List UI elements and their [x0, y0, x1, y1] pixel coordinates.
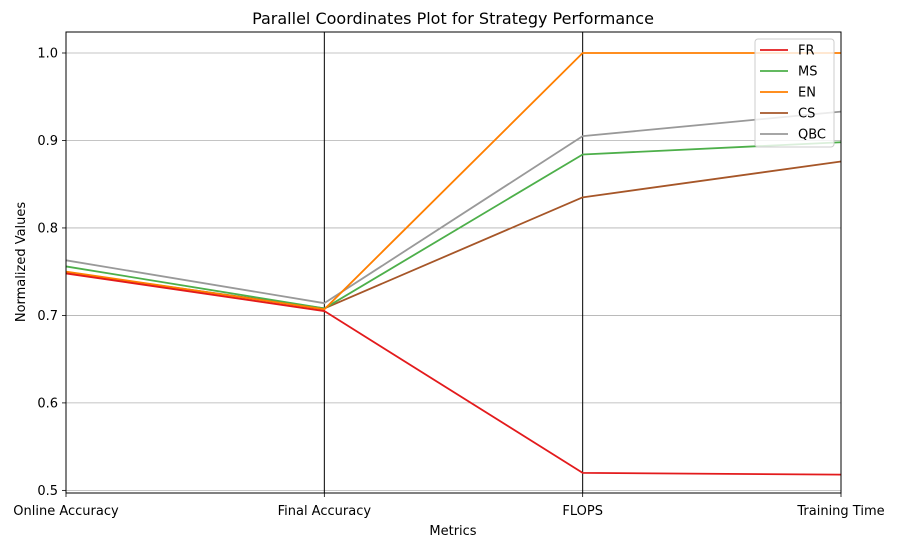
- x-axis-title: Metrics: [429, 524, 476, 539]
- legend: FR MS EN CS QBC: [754, 38, 835, 148]
- y-tick-label: 0.5: [37, 484, 58, 499]
- series-line-ms: [65, 141, 842, 310]
- y-tick-label: 0.6: [37, 396, 58, 411]
- series-line-en: [65, 52, 841, 311]
- legend-label: MS: [798, 65, 817, 80]
- y-tick-label: 0.7: [37, 309, 58, 324]
- x-tick-label: Online Accuracy: [13, 504, 119, 519]
- series-line-fr: [65, 272, 842, 476]
- y-tick-label: 0.8: [37, 221, 58, 236]
- grid-lines: [66, 52, 841, 491]
- x-tick-label: Final Accuracy: [278, 504, 372, 519]
- x-tick-label: Training Time: [796, 504, 884, 519]
- y-tick-label: 0.9: [37, 134, 58, 149]
- legend-label: FR: [798, 44, 815, 59]
- x-tick-label: FLOPS: [562, 504, 603, 519]
- plot-background: [66, 32, 841, 493]
- y-tick-label: 1.0: [37, 46, 58, 61]
- legend-label: CS: [798, 107, 815, 122]
- plot-frame: [65, 31, 842, 494]
- legend-label: EN: [798, 86, 816, 101]
- y-ticks: 0.5 0.6 0.7 0.8 0.9 1.0: [37, 46, 66, 499]
- legend-box: [754, 38, 835, 148]
- legend-label: QBC: [798, 128, 826, 143]
- y-axis-title: Normalized Values: [14, 202, 29, 323]
- x-ticks: Online Accuracy Final Accuracy FLOPS Traini…: [13, 493, 885, 519]
- chart-title: Parallel Coordinates Plot for Strategy P…: [252, 9, 654, 28]
- series-line-qbc: [65, 110, 842, 305]
- series-lines: [65, 52, 842, 476]
